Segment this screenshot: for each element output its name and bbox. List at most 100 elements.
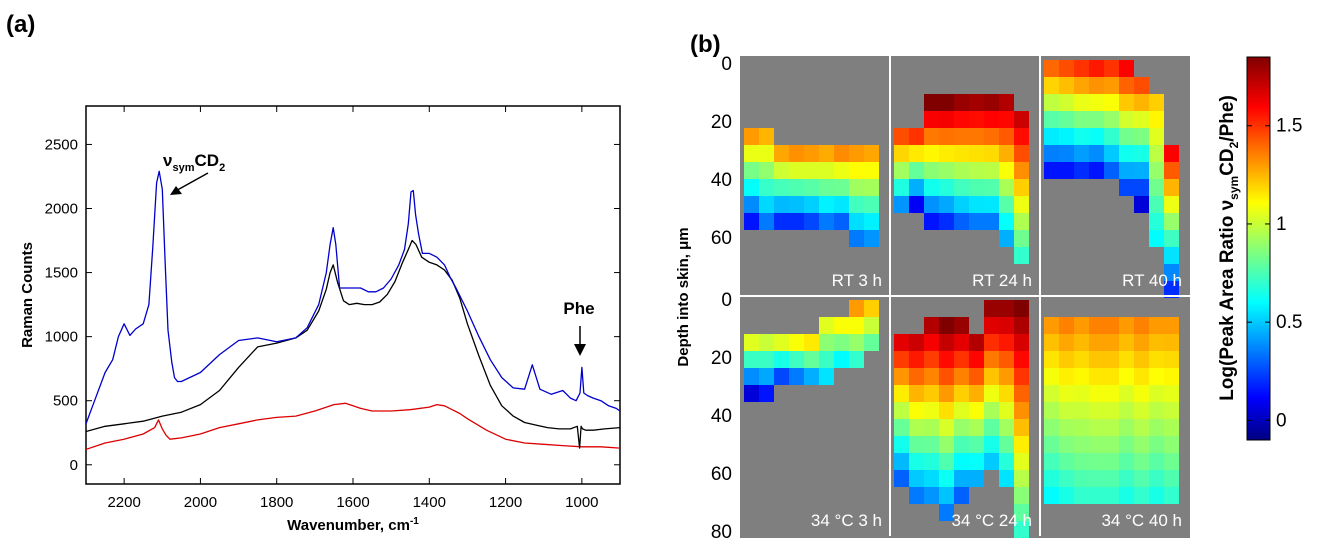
heatmap-cell xyxy=(984,334,999,351)
axis-ticks-a: 2200 2000 1800 1600 1400 1200 1000 0 500 1000 1500… xyxy=(45,106,620,511)
heatmap-cell xyxy=(1149,334,1164,351)
heatmap-cell xyxy=(999,470,1014,487)
heatmap-cell xyxy=(789,145,804,162)
heatmap-cell xyxy=(939,487,954,504)
heatmap-cell xyxy=(819,145,834,162)
heatmap-cell xyxy=(1149,317,1164,334)
heatmap-cell xyxy=(864,179,879,196)
heatmap-cell xyxy=(1119,111,1134,128)
heatmap-cell xyxy=(954,368,969,385)
heatmap-cell xyxy=(1104,128,1119,145)
heatmap-cell xyxy=(954,470,969,487)
heatmap-cell xyxy=(1119,351,1134,368)
heatmap-cell xyxy=(759,128,774,145)
heatmap-cell xyxy=(1074,77,1089,94)
y-tick-label-b-bottom: 40 xyxy=(711,406,732,427)
heatmap-cell xyxy=(954,317,969,334)
plot-frame-a xyxy=(85,105,621,485)
panel-b-label: (b) xyxy=(690,31,721,58)
heatmap-cell xyxy=(849,317,864,334)
heatmap-cell xyxy=(1104,317,1119,334)
heatmap-cell xyxy=(1014,300,1029,317)
heatmap-cell xyxy=(999,402,1014,419)
heatmap-cell xyxy=(744,179,759,196)
heatmap-cell xyxy=(834,162,849,179)
heatmap-cell xyxy=(834,213,849,230)
heatmap-cell xyxy=(1014,436,1029,453)
heatmap-cell xyxy=(1134,402,1149,419)
heatmap-cell xyxy=(1134,111,1149,128)
heatmap-cell xyxy=(1014,521,1029,538)
heatmap-cell xyxy=(1044,77,1059,94)
heatmap-cell-labels: RT 3 h RT 24 h RT 40 h 34 °C 3 h 34 °C 24 h 3… xyxy=(811,271,1182,530)
heatmap-cell xyxy=(864,230,879,247)
heatmap-cell xyxy=(1044,317,1059,334)
series-line-2 xyxy=(86,402,620,451)
heatmap-cell xyxy=(909,196,924,213)
heatmap-cell xyxy=(1089,385,1104,402)
heatmap-cell xyxy=(984,94,999,111)
heatmap-cell xyxy=(954,453,969,470)
heatmap-cell xyxy=(1059,317,1074,334)
heatmap-cell xyxy=(984,128,999,145)
heatmap-cell xyxy=(1044,368,1059,385)
heatmap-cell xyxy=(924,128,939,145)
heatmap-cell xyxy=(924,145,939,162)
heatmap-cell xyxy=(1014,247,1029,264)
heatmap-cell xyxy=(969,453,984,470)
heatmap-cell xyxy=(1104,487,1119,504)
heatmap-cell xyxy=(834,145,849,162)
heatmap-cell xyxy=(1149,111,1164,128)
heatmap-cell xyxy=(1119,402,1134,419)
heatmap-cell xyxy=(954,162,969,179)
heatmap-cell xyxy=(1119,317,1134,334)
heatmap-cell xyxy=(1059,94,1074,111)
heatmap-cell xyxy=(789,351,804,368)
heatmap-cell xyxy=(1044,162,1059,179)
y-tick-label-b-bottom: 20 xyxy=(711,348,732,369)
heatmap-cell xyxy=(984,402,999,419)
heatmap-cell xyxy=(744,351,759,368)
heatmap-cell xyxy=(984,196,999,213)
heatmap-cell xyxy=(984,385,999,402)
heatmap-cell xyxy=(1134,317,1149,334)
heatmap-cell xyxy=(1134,128,1149,145)
heatmap-cell xyxy=(1089,402,1104,419)
heatmap-panel-label: 34 °C 24 h xyxy=(951,511,1032,530)
heatmap-cell xyxy=(924,402,939,419)
heatmap-cell xyxy=(999,368,1014,385)
heatmap-cell xyxy=(1074,419,1089,436)
heatmap-cell xyxy=(1059,487,1074,504)
y-tick-label-a: 1000 xyxy=(45,329,78,346)
heatmap-cell xyxy=(1089,162,1104,179)
heatmap-cell xyxy=(1164,162,1179,179)
heatmap-cell xyxy=(744,128,759,145)
heatmap-cell xyxy=(924,351,939,368)
heatmap-panel-label: 34 °C 40 h xyxy=(1101,511,1182,530)
heatmap-cell xyxy=(939,436,954,453)
heatmap-cell xyxy=(999,385,1014,402)
heatmap-cell xyxy=(864,317,879,334)
heatmap-cell xyxy=(759,213,774,230)
heatmap-cell xyxy=(1089,94,1104,111)
heatmap-cell xyxy=(1149,385,1164,402)
heatmap-cell xyxy=(1014,179,1029,196)
heatmap-cell xyxy=(1044,419,1059,436)
heatmap-cell xyxy=(924,334,939,351)
heatmap-cell xyxy=(774,334,789,351)
heatmap-cell xyxy=(1134,368,1149,385)
heatmap-cell xyxy=(909,419,924,436)
heatmap-cell xyxy=(984,317,999,334)
heatmap-cell xyxy=(1104,470,1119,487)
heatmap-cell xyxy=(909,470,924,487)
heatmap-cell xyxy=(1089,77,1104,94)
heatmap-cell xyxy=(999,196,1014,213)
heatmap-cell xyxy=(969,419,984,436)
heatmap-cell xyxy=(984,162,999,179)
heatmap-cell xyxy=(849,145,864,162)
heatmap-cell xyxy=(999,179,1014,196)
heatmap-cell xyxy=(939,111,954,128)
heatmap-cell xyxy=(939,453,954,470)
heatmap-cell xyxy=(969,179,984,196)
heatmap-cell xyxy=(1014,334,1029,351)
